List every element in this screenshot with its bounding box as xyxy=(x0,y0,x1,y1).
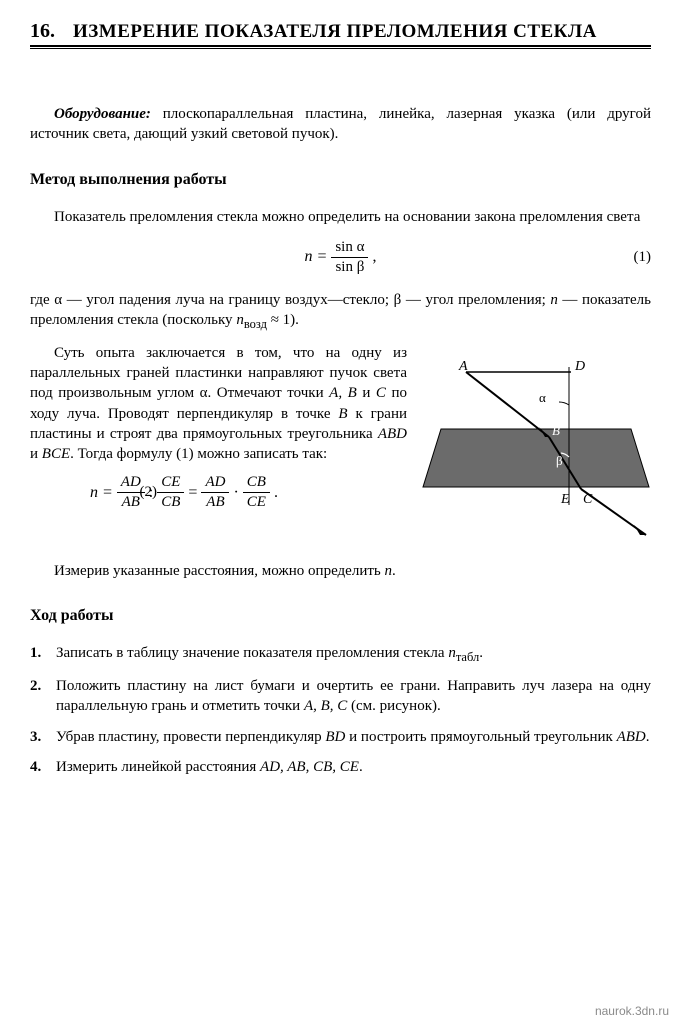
list-item: Записать в таблицу значение показателя п… xyxy=(30,643,651,666)
eq2-f4: CB CE xyxy=(243,474,270,511)
refraction-diagram: A D α B β E C xyxy=(421,347,651,547)
equation-1: n = sin α sin β , (1) xyxy=(30,239,651,276)
eq2-f3: AD AB xyxy=(201,474,229,511)
eq2-lhs: n = xyxy=(90,484,113,502)
label-E: E xyxy=(560,492,570,507)
equipment-label: Оборудование: xyxy=(54,106,151,122)
essence-block: A D α B β E C Суть опыта заключается в т… xyxy=(30,343,651,553)
method-intro: Показатель преломления стекла можно опре… xyxy=(30,207,651,227)
eq2-number: (2) xyxy=(140,484,158,501)
angle-alpha-arc xyxy=(559,402,569,405)
equipment-paragraph: Оборудование: плоскопараллельная пластин… xyxy=(30,104,651,145)
ray-incident xyxy=(466,372,549,437)
glass-plate-shape xyxy=(423,429,649,487)
label-D: D xyxy=(574,359,585,374)
label-A: A xyxy=(458,359,468,374)
eq1-number: (1) xyxy=(634,249,652,266)
chapter-title: ИЗМЕРЕНИЕ ПОКАЗАТЕЛЯ ПРЕЛОМЛЕНИЯ СТЕКЛА xyxy=(73,21,597,43)
title-divider-thin xyxy=(30,48,651,49)
eq1-lhs: n = xyxy=(305,248,328,266)
refraction-svg: A D α B β E C xyxy=(421,347,651,547)
title-divider xyxy=(30,45,651,47)
eq1-fraction: sin α sin β xyxy=(331,239,368,276)
procedure-list: Записать в таблицу значение показателя п… xyxy=(30,643,651,777)
label-C: C xyxy=(583,492,593,507)
list-item: Измерить линейкой расстояния AD, AB, CB,… xyxy=(30,757,651,777)
label-alpha: α xyxy=(539,390,546,405)
method-heading: Метод выполнения работы xyxy=(30,171,651,189)
chapter-number: 16. xyxy=(30,20,55,43)
label-B: B xyxy=(552,423,560,438)
page: 16. ИЗМЕРЕНИЕ ПОКАЗАТЕЛЯ ПРЕЛОМЛЕНИЯ СТЕ… xyxy=(0,0,681,1024)
list-item: Убрав пластину, провести перпендикуляр B… xyxy=(30,727,651,747)
procedure-heading: Ход работы xyxy=(30,607,651,625)
where-paragraph: где α — угол падения луча на границу воз… xyxy=(30,290,651,333)
label-beta: β xyxy=(556,453,563,468)
eq2-f2: CE CB xyxy=(157,474,184,511)
equation-2: n = AD AB : CE CB = AD AB · CB CE . (2) xyxy=(30,474,407,511)
list-item: Положить пластину на лист бумаги и очерт… xyxy=(30,676,651,717)
chapter-header: 16. ИЗМЕРЕНИЕ ПОКАЗАТЕЛЯ ПРЕЛОМЛЕНИЯ СТЕ… xyxy=(30,20,651,43)
measure-paragraph: Измерив указанные расстояния, можно опре… xyxy=(30,561,651,581)
watermark: naurok.3dn.ru xyxy=(595,1004,669,1018)
eq1-tail: , xyxy=(372,248,376,266)
